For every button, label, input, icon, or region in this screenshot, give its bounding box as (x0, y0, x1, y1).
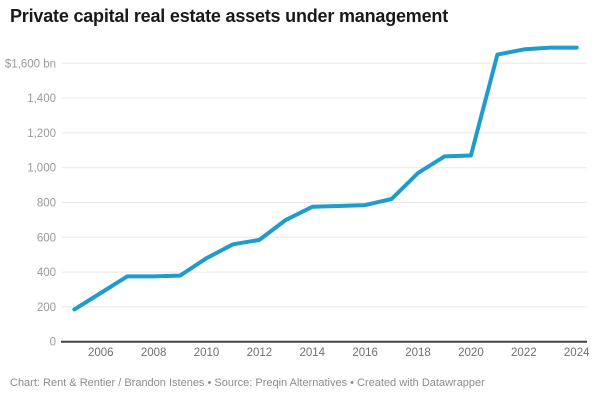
y-tick-label: 0 (50, 337, 56, 349)
y-tick-label: 1,200 (27, 128, 56, 140)
y-tick-label: 1,400 (27, 93, 56, 105)
x-tick-label: 2012 (247, 347, 273, 359)
x-tick-label: 2018 (405, 347, 431, 359)
x-tick-label: 2010 (194, 347, 220, 359)
y-tick-label: 400 (37, 267, 56, 279)
y-tick-label: 800 (37, 198, 56, 210)
chart-footer: Chart: Rent & Rentier / Brandon Istenes … (10, 377, 485, 389)
y-tick-label: 1,000 (27, 163, 56, 175)
x-tick-label: 2014 (299, 347, 325, 359)
x-tick-label: 2006 (88, 347, 114, 359)
y-tick-label: $1,600 bn (5, 58, 56, 70)
y-tick-label: 600 (37, 232, 56, 244)
x-tick-label: 2020 (458, 347, 484, 359)
x-tick-label: 2022 (511, 347, 537, 359)
y-tick-label: 200 (37, 302, 56, 314)
chart-title: Private capital real estate assets under… (10, 6, 449, 26)
x-tick-label: 2008 (141, 347, 167, 359)
x-tick-label: 2016 (352, 347, 378, 359)
x-tick-label: 2024 (564, 347, 590, 359)
data-line-series (72, 45, 579, 312)
